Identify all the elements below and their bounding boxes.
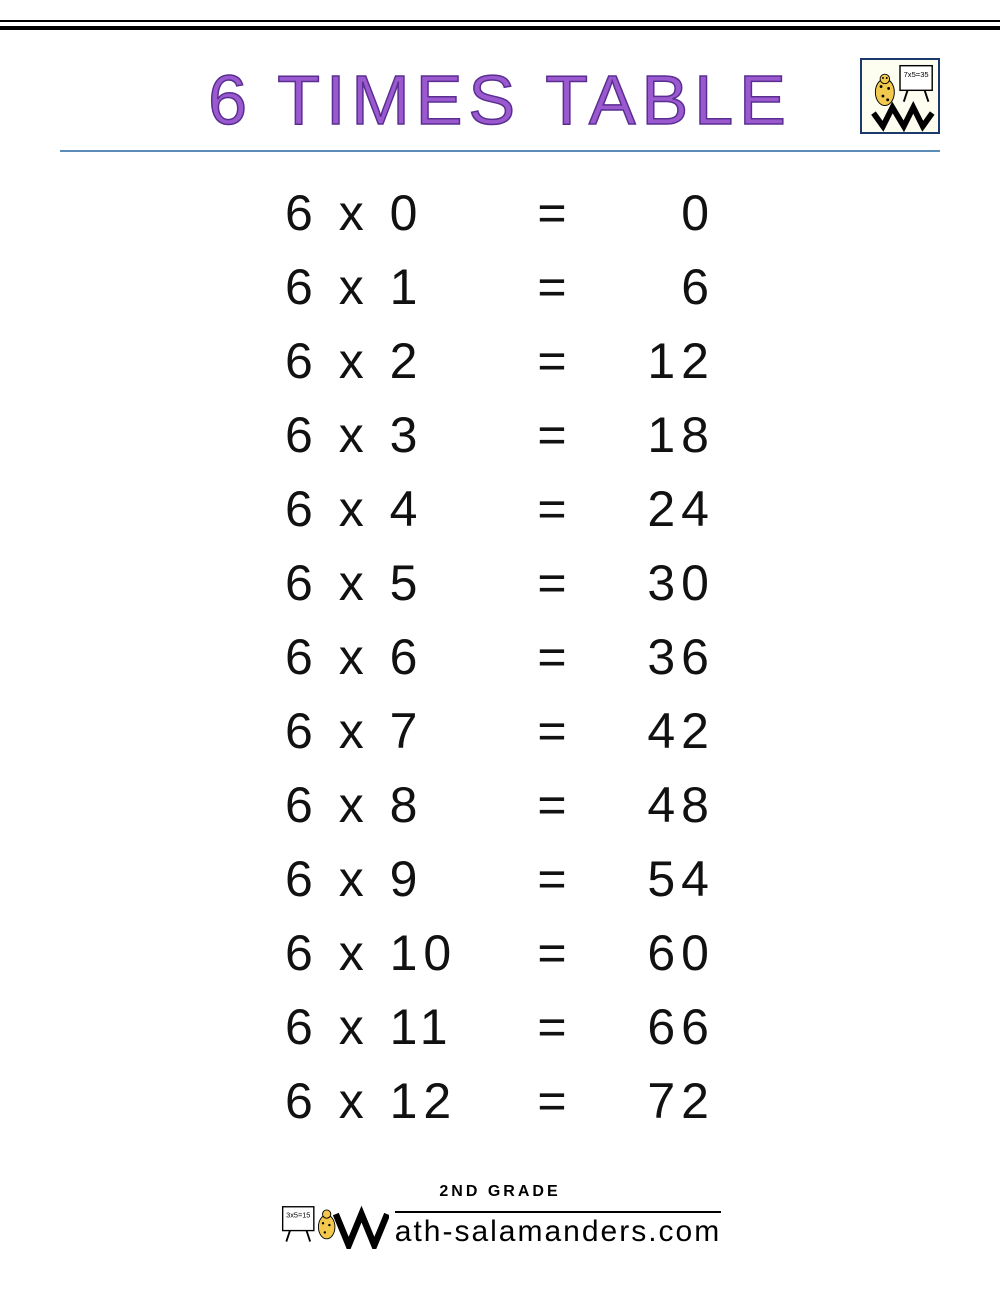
table-row: 6 x 1=6 [285, 250, 715, 324]
footer-brand: 3x5=15 ath-salamanders.com [279, 1203, 721, 1249]
equals-sign: = [515, 620, 595, 694]
salamander-logo-icon: 7x5=35 [862, 60, 938, 132]
equals-sign: = [515, 768, 595, 842]
logo-board-text: 7x5=35 [904, 70, 929, 79]
table-row: 6 x 11=66 [285, 990, 715, 1064]
table-row: 6 x 4=24 [285, 472, 715, 546]
row-expression: 6 x 5 [285, 546, 515, 620]
row-expression: 6 x 10 [285, 916, 515, 990]
table-row: 6 x 10=60 [285, 916, 715, 990]
equals-sign: = [515, 990, 595, 1064]
equals-sign: = [515, 916, 595, 990]
table-row: 6 x 9=54 [285, 842, 715, 916]
row-result: 54 [595, 842, 715, 916]
footer-logo-board-text: 3x5=15 [286, 1211, 310, 1220]
table-row: 6 x 2=12 [285, 324, 715, 398]
page-title: 6 TIMES TABLE [208, 60, 792, 140]
equals-sign: = [515, 398, 595, 472]
row-expression: 6 x 3 [285, 398, 515, 472]
row-result: 60 [595, 916, 715, 990]
table-row: 6 x 7=42 [285, 694, 715, 768]
row-expression: 6 x 8 [285, 768, 515, 842]
equals-sign: = [515, 324, 595, 398]
times-table-container: 6 x 0=06 x 1=66 x 2=126 x 3=186 x 4=246 … [60, 176, 940, 1138]
row-expression: 6 x 7 [285, 694, 515, 768]
row-expression: 6 x 2 [285, 324, 515, 398]
row-result: 24 [595, 472, 715, 546]
row-result: 48 [595, 768, 715, 842]
table-row: 6 x 8=48 [285, 768, 715, 842]
footer-site-name: ath-salamanders.com [395, 1215, 721, 1248]
equals-sign: = [515, 1064, 595, 1138]
row-result: 0 [595, 176, 715, 250]
equals-sign: = [515, 472, 595, 546]
table-row: 6 x 5=30 [285, 546, 715, 620]
footer-logo-icon: 3x5=15 [279, 1203, 389, 1249]
table-row: 6 x 6=36 [285, 620, 715, 694]
equals-sign: = [515, 694, 595, 768]
row-expression: 6 x 4 [285, 472, 515, 546]
top-border-bar [0, 20, 1000, 30]
row-result: 6 [595, 250, 715, 324]
footer-grade-label: 2ND GRADE [60, 1183, 940, 1201]
row-expression: 6 x 6 [285, 620, 515, 694]
worksheet-page: 6 TIMES TABLE 7x5=35 6 x 0=06 x 1=66 x 2… [60, 50, 940, 1254]
row-result: 42 [595, 694, 715, 768]
times-table: 6 x 0=06 x 1=66 x 2=126 x 3=186 x 4=246 … [285, 176, 715, 1138]
table-row: 6 x 12=72 [285, 1064, 715, 1138]
row-result: 30 [595, 546, 715, 620]
row-result: 12 [595, 324, 715, 398]
equals-sign: = [515, 176, 595, 250]
row-result: 66 [595, 990, 715, 1064]
row-expression: 6 x 1 [285, 250, 515, 324]
table-row: 6 x 3=18 [285, 398, 715, 472]
equals-sign: = [515, 842, 595, 916]
row-expression: 6 x 11 [285, 990, 515, 1064]
row-result: 36 [595, 620, 715, 694]
brand-logo: 7x5=35 [860, 58, 940, 134]
equals-sign: = [515, 546, 595, 620]
equals-sign: = [515, 250, 595, 324]
row-expression: 6 x 9 [285, 842, 515, 916]
row-expression: 6 x 0 [285, 176, 515, 250]
table-row: 6 x 0=0 [285, 176, 715, 250]
row-expression: 6 x 12 [285, 1064, 515, 1138]
row-result: 18 [595, 398, 715, 472]
title-underline [60, 150, 940, 152]
row-result: 72 [595, 1064, 715, 1138]
header-row: 6 TIMES TABLE 7x5=35 [60, 50, 940, 146]
page-footer: 2ND GRADE 3x5=15 ath-salamanders.com [60, 1183, 940, 1254]
